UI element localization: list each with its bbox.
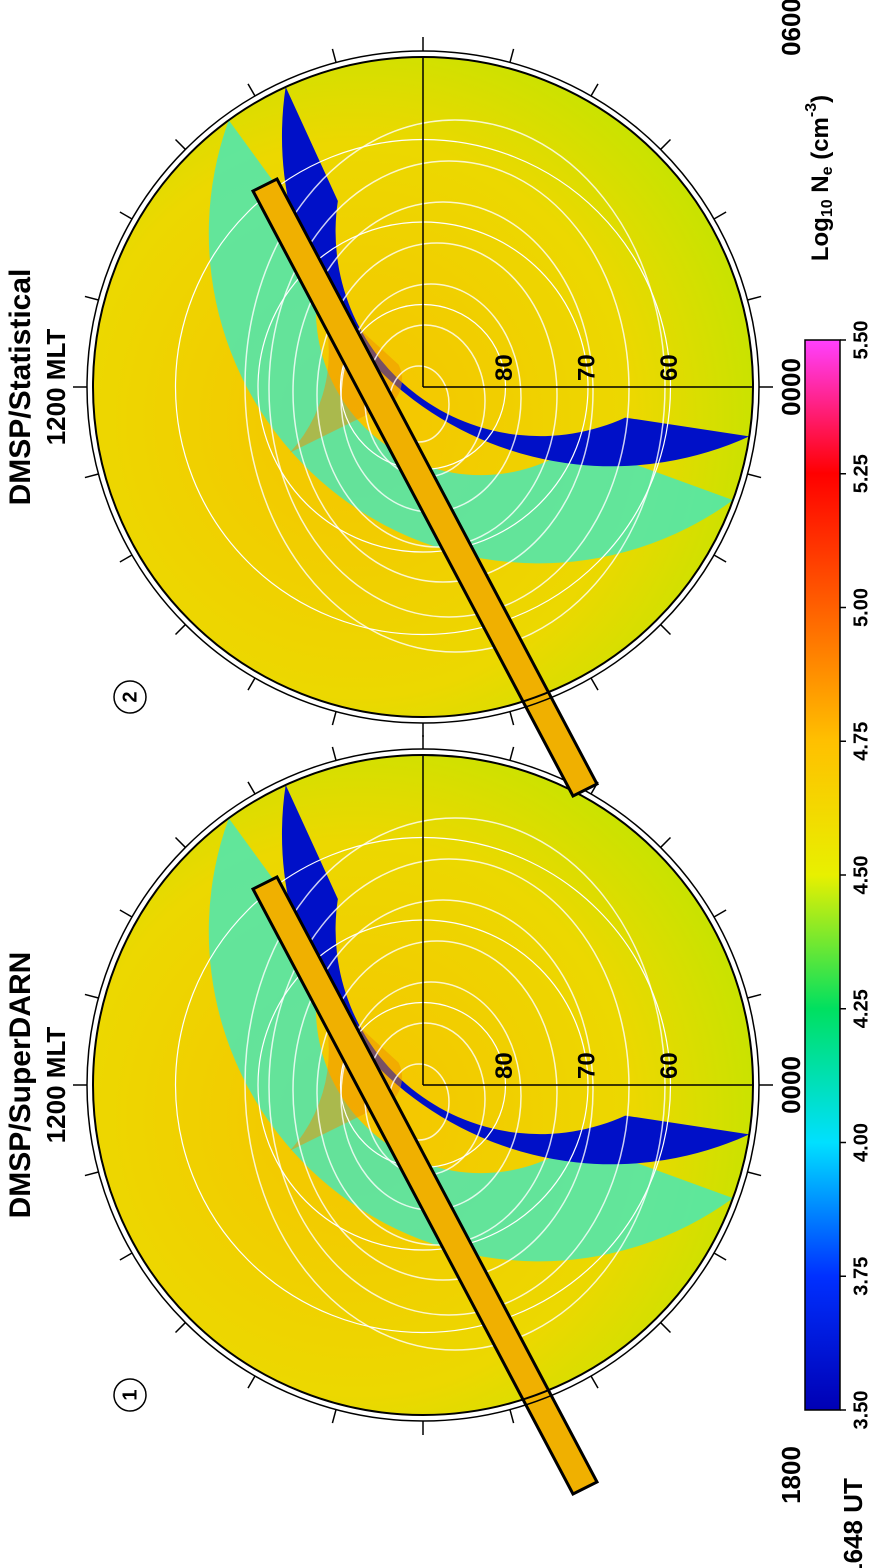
contour bbox=[292, 201, 594, 583]
hour-tick bbox=[509, 48, 515, 63]
hour-tick bbox=[84, 473, 99, 479]
hour-tick bbox=[84, 993, 99, 999]
satellite-track bbox=[250, 875, 600, 1496]
colorbar-title-part: 10 bbox=[819, 199, 836, 217]
noon-label: 1200 MLT bbox=[41, 329, 71, 446]
midnight-label: 0000 bbox=[776, 1056, 806, 1114]
panel-badge bbox=[113, 1378, 147, 1412]
hour-tick bbox=[84, 1171, 99, 1177]
hour-tick bbox=[747, 993, 762, 999]
colorbar-tick-label: 5.25 bbox=[850, 454, 872, 493]
hour-tick bbox=[509, 746, 515, 761]
colorbar-title-part: e bbox=[819, 166, 836, 175]
colorbar-title: Log10 Ne (cm-3) bbox=[803, 95, 836, 261]
panel-badge bbox=[113, 680, 147, 714]
midnight-label: 0000 bbox=[776, 358, 806, 416]
outer-ring bbox=[92, 56, 754, 718]
hour-tick bbox=[119, 211, 133, 220]
hour-tick bbox=[713, 909, 727, 918]
hour-tick bbox=[247, 1375, 256, 1389]
hour-tick bbox=[590, 677, 599, 691]
hour-tick bbox=[747, 295, 762, 301]
contour bbox=[268, 858, 630, 1316]
contour bbox=[316, 242, 558, 548]
hour-tick bbox=[660, 624, 672, 636]
colorbar-title-part: -3 bbox=[803, 103, 820, 117]
colorbar-tick-label: 4.00 bbox=[850, 1123, 872, 1162]
hour-tick bbox=[247, 83, 256, 97]
hour-tick bbox=[747, 473, 762, 479]
hour-tick bbox=[590, 1375, 599, 1389]
panel-label: 1 bbox=[119, 1389, 141, 1400]
hour-tick bbox=[119, 909, 133, 918]
colorbar-tick-label: 4.75 bbox=[850, 722, 872, 761]
dusk-label: 1800 bbox=[776, 1446, 806, 1504]
colorbar-tick-label: 4.25 bbox=[850, 989, 872, 1028]
hour-tick bbox=[331, 711, 337, 726]
hour-tick bbox=[713, 1252, 727, 1261]
latitude-label: 80 bbox=[491, 354, 518, 381]
hour-tick bbox=[119, 554, 133, 563]
satellite-track bbox=[250, 177, 600, 798]
hour-tick bbox=[713, 211, 727, 220]
hour-tick bbox=[119, 1252, 133, 1261]
noon-label: 1200 MLT bbox=[41, 1027, 71, 1144]
colorbar-tick-label: 3.50 bbox=[850, 1391, 872, 1430]
hour-tick bbox=[331, 1409, 337, 1424]
hour-tick bbox=[174, 836, 186, 848]
colorbar-title-part: Log bbox=[807, 217, 834, 261]
hour-tick bbox=[84, 295, 99, 301]
panel-title: DMSP/SuperDARN bbox=[4, 952, 37, 1219]
hour-tick bbox=[247, 677, 256, 691]
contour bbox=[268, 160, 630, 618]
polar-panel: 80 70 60 DMSP/SuperDARN 1200 MLT 0000 1800 1 bbox=[4, 735, 806, 1504]
dawn-label: 0600 bbox=[776, 0, 806, 56]
panel-label: 2 bbox=[119, 691, 141, 702]
colorbar-title-part: (cm bbox=[807, 117, 834, 166]
hour-tick bbox=[331, 746, 337, 761]
hour-tick bbox=[174, 1322, 186, 1334]
hour-tick bbox=[174, 138, 186, 150]
hour-tick bbox=[590, 83, 599, 97]
hour-tick bbox=[660, 836, 672, 848]
hour-tick bbox=[331, 48, 337, 63]
colorbar-tick-label: 3.75 bbox=[850, 1257, 872, 1296]
figure-label: 1648 UT bbox=[838, 1478, 868, 1568]
latitude-label: 70 bbox=[573, 354, 600, 381]
hour-tick bbox=[660, 138, 672, 150]
contour bbox=[316, 940, 558, 1246]
contour bbox=[244, 817, 666, 1351]
hour-tick bbox=[509, 711, 515, 726]
colorbar-title-part: N bbox=[807, 175, 834, 199]
hour-tick bbox=[509, 1409, 515, 1424]
polar-panel: 80 70 60 DMSP/Statistical 1200 MLT 0000 0600 2 bbox=[4, 0, 806, 798]
colorbar-title-part: ) bbox=[807, 95, 834, 103]
hour-tick bbox=[747, 1171, 762, 1177]
colorbar-tick-label: 4.50 bbox=[850, 856, 872, 895]
latitude-label: 70 bbox=[573, 1052, 600, 1079]
panel-title: DMSP/Statistical bbox=[4, 269, 37, 506]
colorbar-tick-label: 5.50 bbox=[850, 321, 872, 360]
latitude-label: 80 bbox=[491, 1052, 518, 1079]
hour-tick bbox=[247, 781, 256, 795]
outer-ring bbox=[92, 754, 754, 1416]
hour-tick bbox=[660, 1322, 672, 1334]
latitude-label: 60 bbox=[656, 1052, 683, 1079]
latitude-label: 60 bbox=[656, 354, 683, 381]
contour bbox=[244, 119, 666, 653]
colorbar-tick-label: 5.00 bbox=[850, 588, 872, 627]
hour-tick bbox=[174, 624, 186, 636]
contour bbox=[292, 899, 594, 1281]
hour-tick bbox=[713, 554, 727, 563]
colorbar bbox=[804, 339, 841, 1411]
